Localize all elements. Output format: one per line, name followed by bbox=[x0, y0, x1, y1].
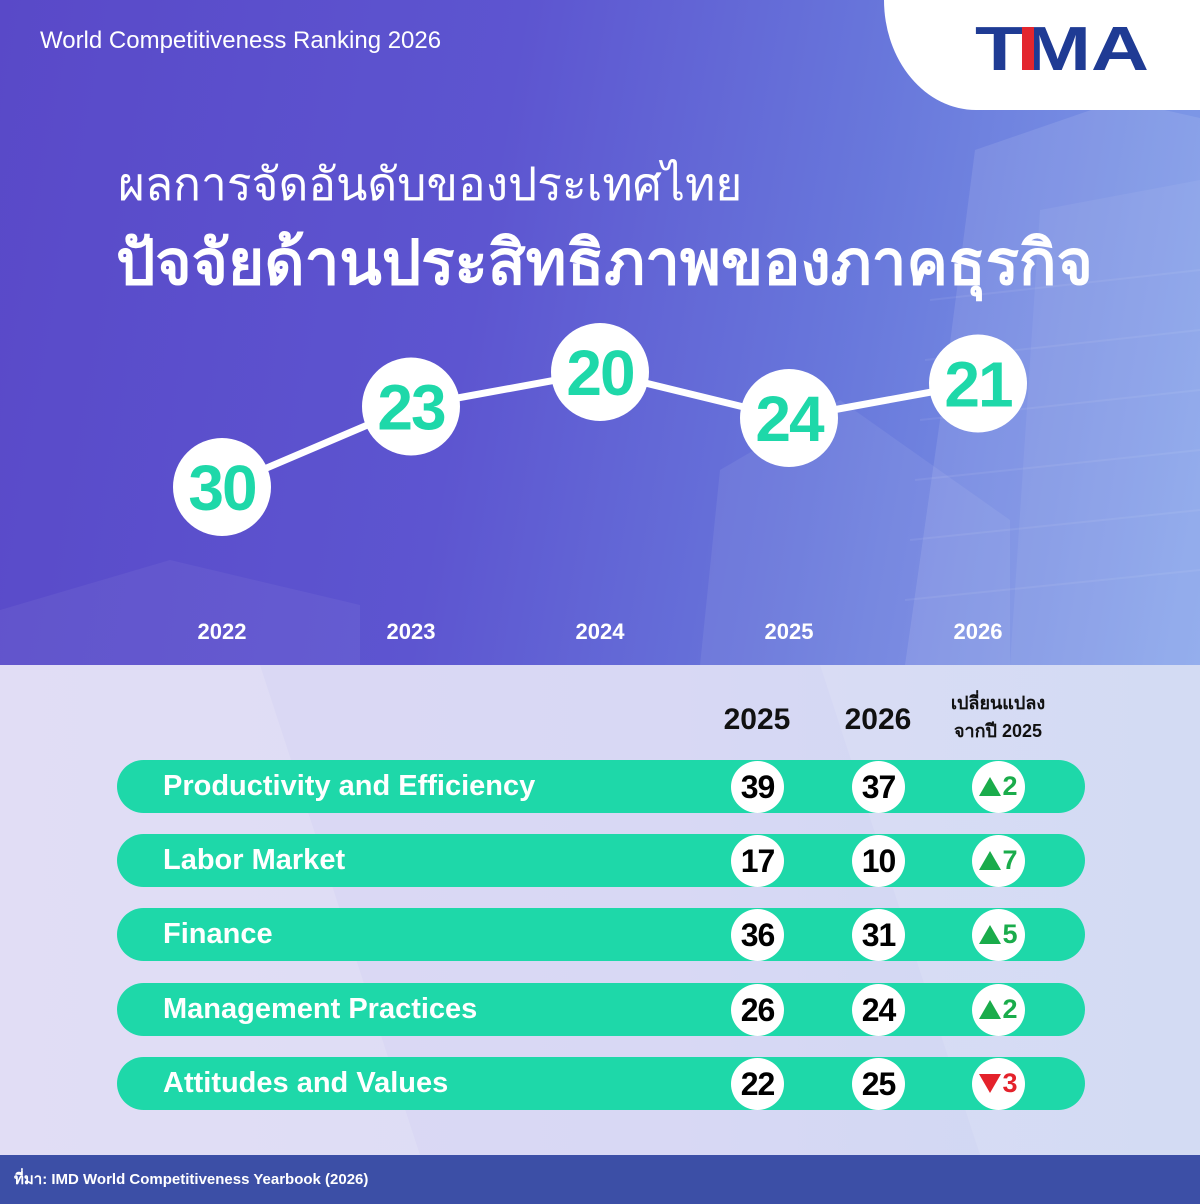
rank-change-value: 2 bbox=[1002, 771, 1018, 801]
factor-label: Management Practices bbox=[163, 993, 478, 1025]
series-title: World Competitiveness Ranking 2026 bbox=[40, 27, 442, 54]
rank-point: 24 bbox=[740, 369, 838, 467]
rank-point: 21 bbox=[929, 334, 1027, 433]
rank-point-circle bbox=[173, 438, 271, 536]
page-title-line1: ผลการจัดอันดับของประเทศไทย bbox=[118, 158, 743, 210]
page-title-line2: ปัจจัยด้านประสิทธิภาพของภาคธุรกิจ bbox=[116, 229, 1093, 298]
rank-change-value: 3 bbox=[1002, 1068, 1018, 1098]
rank-point-label: 20 bbox=[566, 337, 633, 409]
factor-label: Labor Market bbox=[163, 844, 346, 876]
rank-2026: 31 bbox=[852, 908, 905, 961]
rank-2026: 37 bbox=[852, 760, 905, 813]
logo-tab: TMA bbox=[884, 0, 1200, 110]
rank-change: 2 bbox=[972, 983, 1025, 1036]
table-row: Management Practices 26 24 2 bbox=[117, 983, 1085, 1036]
logo-red-accent bbox=[1022, 27, 1034, 70]
column-header-change-line1: เปลี่ยนแปลง bbox=[950, 693, 1046, 713]
rank-change-value: 5 bbox=[1002, 919, 1018, 949]
up-triangle-icon bbox=[979, 851, 1002, 870]
table-row: Attitudes and Values 22 25 3 bbox=[117, 1057, 1085, 1110]
rank-point-circle bbox=[740, 369, 838, 467]
rank-point-label: 30 bbox=[188, 452, 255, 524]
factor-label: Productivity and Efficiency bbox=[163, 770, 536, 802]
year-label: 2025 bbox=[765, 619, 814, 644]
rank-point-label: 24 bbox=[755, 383, 825, 455]
rank-change: 3 bbox=[972, 1057, 1025, 1110]
up-triangle-icon bbox=[979, 925, 1002, 944]
rank-2025: 26 bbox=[731, 983, 784, 1036]
rank-point: 23 bbox=[362, 357, 460, 456]
rank-2025: 22 bbox=[731, 1057, 784, 1110]
year-label: 2023 bbox=[387, 619, 436, 644]
year-label: 2024 bbox=[576, 619, 626, 644]
rank-point: 30 bbox=[173, 438, 271, 536]
source-note: ที่มา: IMD World Competitiveness Yearboo… bbox=[14, 1171, 369, 1188]
ranking-line-chart: 30 2022 23 2023 20 2024 24 2025 21 2026 bbox=[173, 323, 1027, 644]
rank-point-label: 23 bbox=[377, 372, 445, 444]
background-buildings bbox=[0, 0, 1200, 665]
rank-2026: 10 bbox=[852, 834, 905, 887]
up-triangle-icon bbox=[979, 1000, 1002, 1019]
rank-2026: 24 bbox=[852, 983, 905, 1036]
up-triangle-icon bbox=[979, 777, 1002, 796]
rank-2026: 25 bbox=[852, 1057, 905, 1110]
hero-section: World Competitiveness Ranking 2026 TMA ผ… bbox=[0, 0, 1200, 665]
rank-change: 7 bbox=[972, 834, 1025, 887]
table-row: Finance 36 31 5 bbox=[117, 908, 1085, 961]
rank-point: 20 bbox=[551, 323, 649, 421]
table-row: Productivity and Efficiency 39 37 2 bbox=[117, 760, 1085, 813]
rank-point-label: 21 bbox=[944, 349, 1012, 421]
column-header-change: เปลี่ยนแปลง จากปี 2025 bbox=[918, 689, 1078, 745]
rank-2025: 36 bbox=[731, 908, 784, 961]
column-header-2026: 2026 bbox=[844, 703, 912, 736]
factor-label: Attitudes and Values bbox=[163, 1067, 449, 1099]
rank-point-circle bbox=[929, 334, 1027, 433]
rank-point-circle bbox=[362, 357, 460, 456]
year-label: 2022 bbox=[198, 619, 247, 644]
rank-change-value: 2 bbox=[1002, 994, 1018, 1024]
footer-bar: ที่มา: IMD World Competitiveness Yearboo… bbox=[0, 1155, 1200, 1204]
year-label: 2026 bbox=[954, 619, 1003, 644]
rank-2025: 39 bbox=[731, 760, 784, 813]
table-row: Labor Market 17 10 7 bbox=[117, 834, 1085, 887]
logo-wordmark: TMA bbox=[975, 15, 1149, 84]
rank-change: 5 bbox=[972, 908, 1025, 961]
rank-point-circle bbox=[551, 323, 649, 421]
rank-change-value: 7 bbox=[1002, 845, 1018, 875]
rank-change: 2 bbox=[972, 760, 1025, 813]
down-triangle-icon bbox=[979, 1074, 1002, 1093]
factor-label: Finance bbox=[163, 918, 273, 950]
column-header-2025: 2025 bbox=[723, 703, 791, 736]
tma-logo: TMA bbox=[975, 15, 1149, 84]
column-header-change-line2: จากปี 2025 bbox=[953, 721, 1043, 741]
rank-2025: 17 bbox=[731, 834, 784, 887]
